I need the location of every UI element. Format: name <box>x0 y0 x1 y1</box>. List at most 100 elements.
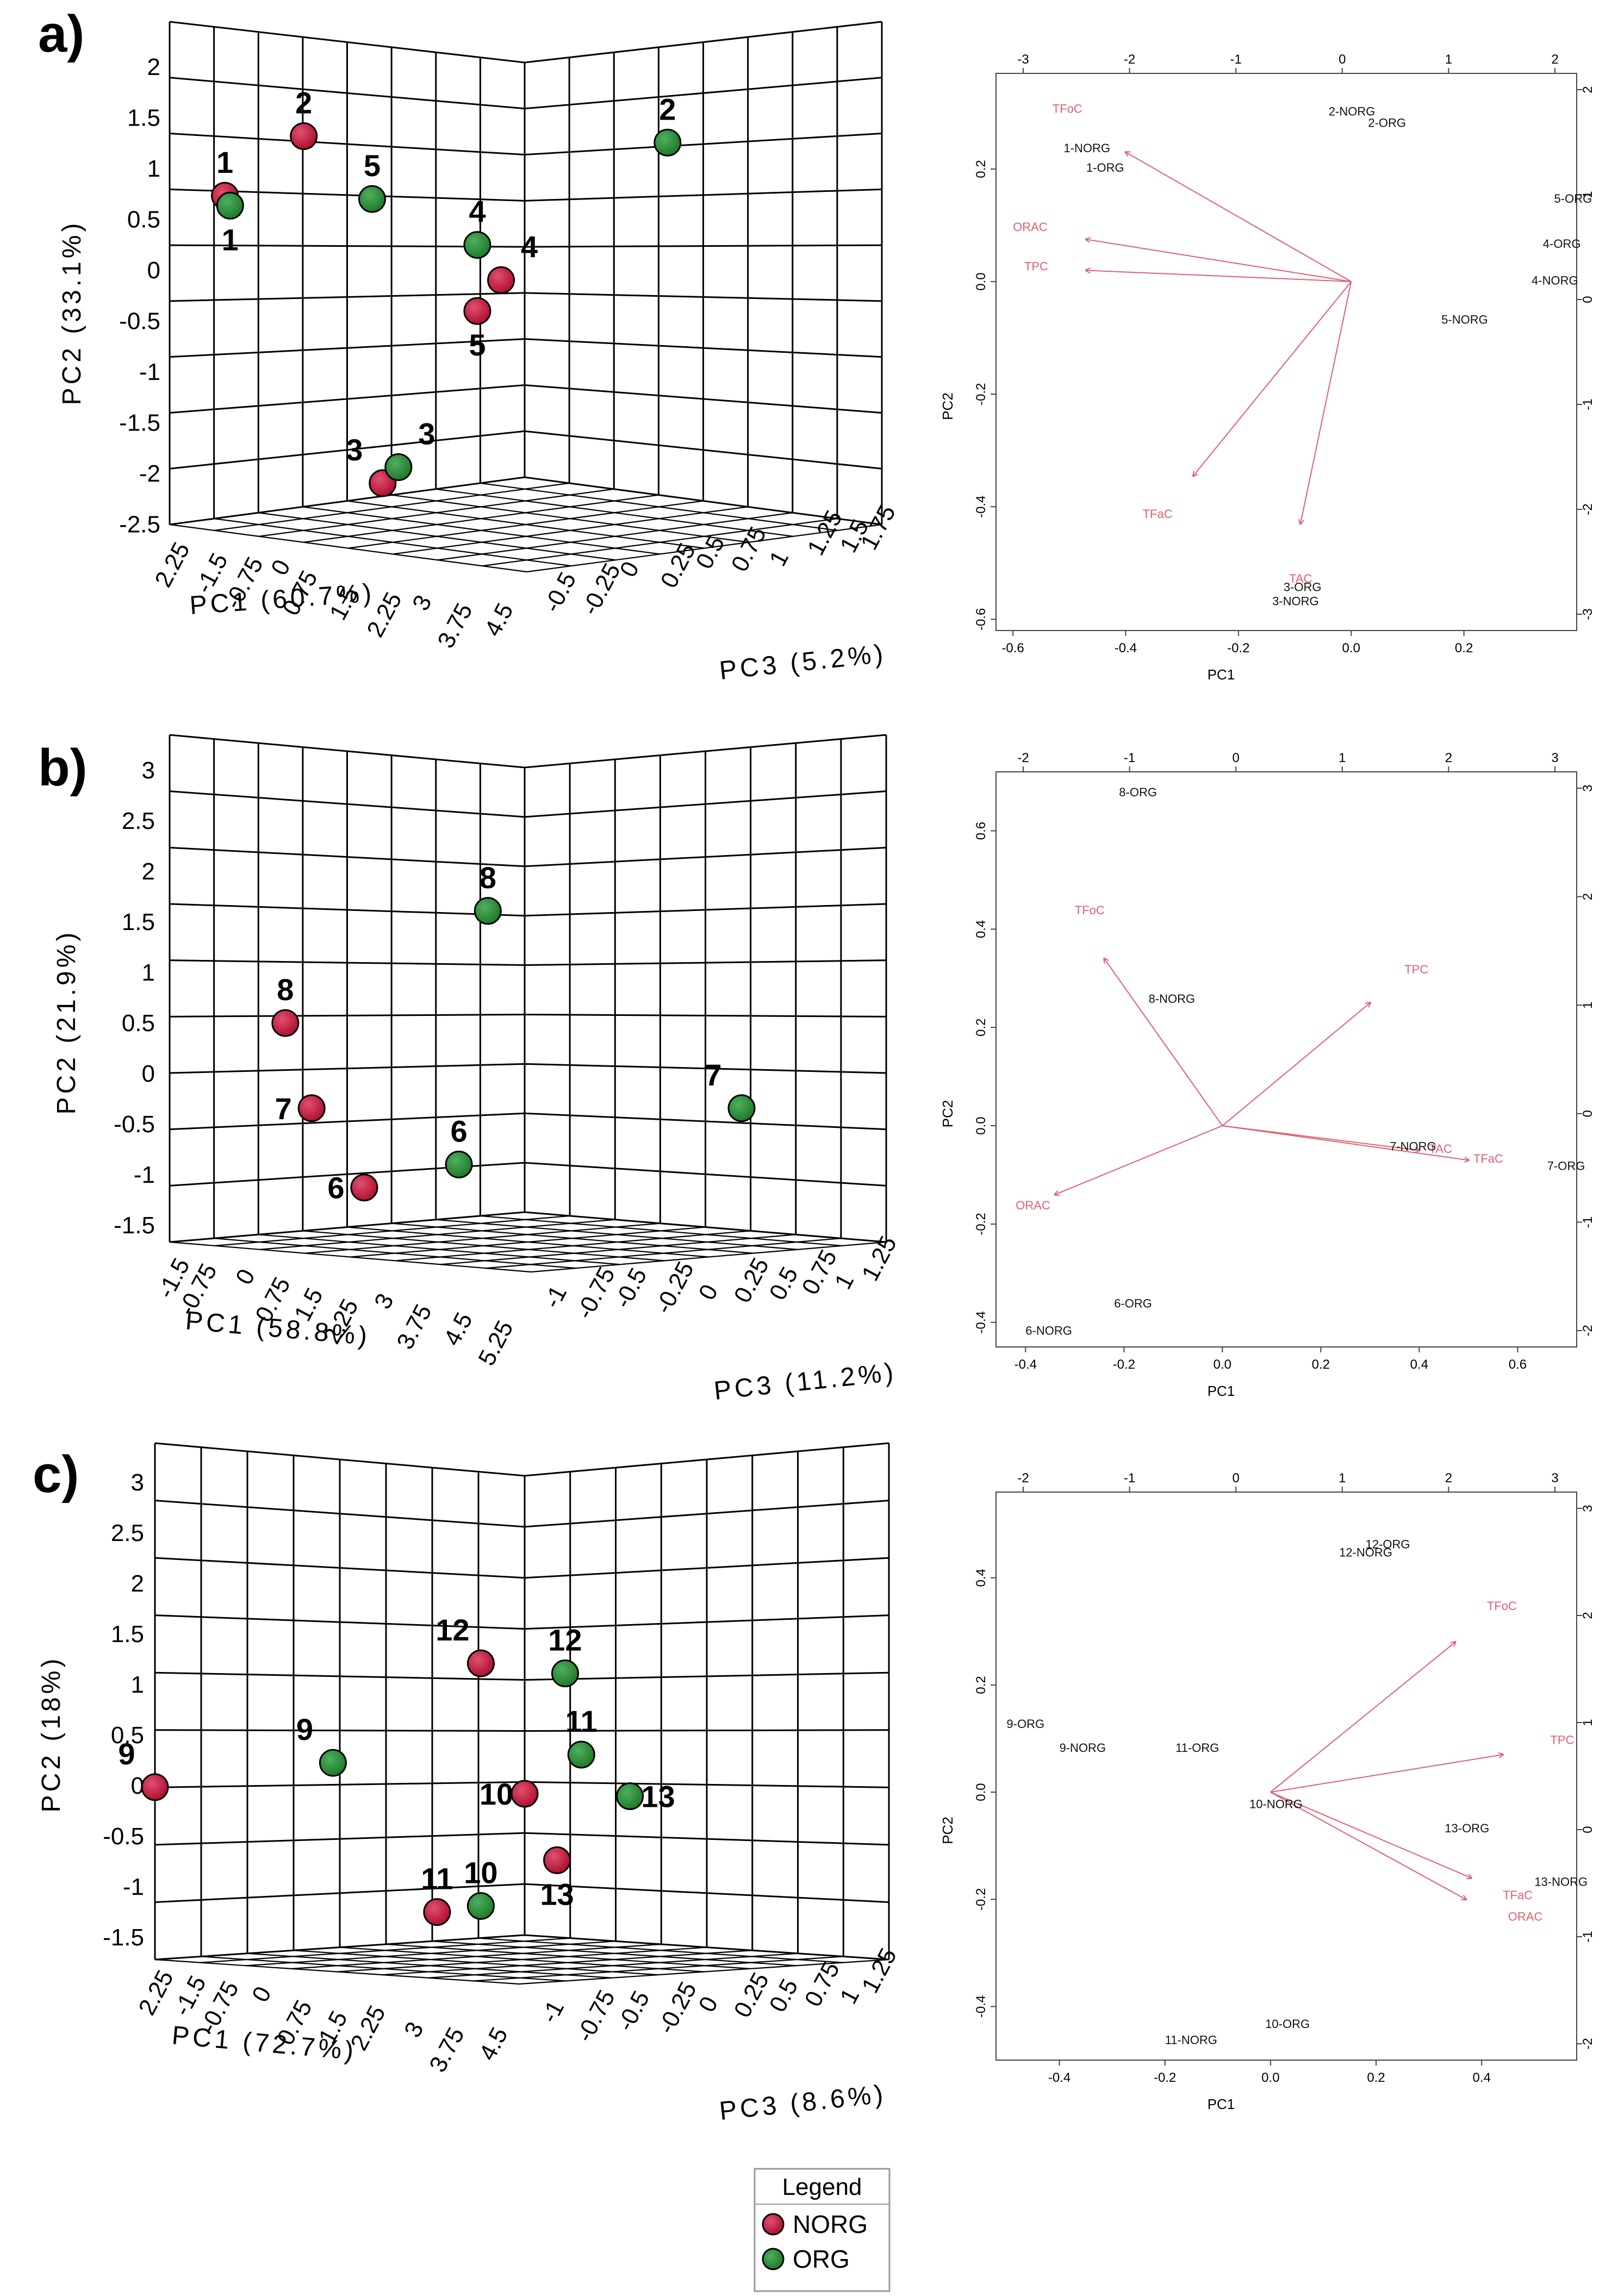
x-tick-label: 0.2 <box>1455 641 1473 656</box>
x-tick-label: 0.6 <box>1509 1357 1527 1372</box>
legend-title: Legend <box>782 2174 862 2200</box>
floor-line <box>395 1230 751 1262</box>
grid-row <box>169 188 882 202</box>
point-label: 6 <box>450 1114 467 1148</box>
x-tick-label: -0.2 <box>1154 2070 1176 2085</box>
pca3d-panel: b) 32.521.510.50-0.5-1-1.5-1.5-0.75 00.751… <box>38 734 902 1406</box>
pc3-axis-title: PC3 (11.2%) <box>713 1358 898 1406</box>
pc2-tick-label: 1 <box>131 1671 144 1698</box>
pc1-tick-label: 4.5 <box>480 599 519 641</box>
pc2-tick-label: -1 <box>123 1874 144 1900</box>
grid-row <box>169 133 882 156</box>
pc1-tick-label: 4.5 <box>439 1308 478 1350</box>
data-point-org <box>567 1740 595 1769</box>
right-tick-label: 1 <box>1580 1002 1595 1009</box>
data-points: 9 9 10 10 11 11 12 12 13 13 <box>118 1613 675 1926</box>
observation-label: 7-ORG <box>1547 1159 1585 1172</box>
legend-entry-label: ORG <box>793 2245 850 2273</box>
point-label: 2 <box>659 92 676 126</box>
data-point-org <box>319 1749 347 1777</box>
variable-label: TFoC <box>1075 903 1105 917</box>
pc2-tick-label: 1.5 <box>122 909 155 935</box>
grid-3d <box>169 21 883 526</box>
point-label: 3 <box>346 433 363 467</box>
top-tick-label: 2 <box>1445 751 1452 765</box>
pc2-tick-label: 3 <box>131 1469 144 1496</box>
top-tick-label: 2 <box>1445 1471 1452 1486</box>
panel-label: b) <box>38 739 88 797</box>
observation-label: 1-ORG <box>1086 161 1124 174</box>
variable-label: TFoC <box>1487 1599 1517 1613</box>
grid-3d <box>154 1442 890 1961</box>
top-tick-label: -1 <box>1124 751 1135 765</box>
floor-line <box>215 1215 570 1246</box>
top-tick-label: 0 <box>1339 52 1346 67</box>
point-label: 11 <box>565 1704 598 1738</box>
data-points: 1 1 2 2 3 3 4 4 5 5 <box>211 85 682 497</box>
pc2-tick-label: 0 <box>142 1060 155 1087</box>
floor-line <box>214 482 570 531</box>
right-tick-label: 0 <box>1580 1110 1595 1117</box>
biplot-frame <box>995 73 1577 631</box>
pc1-tick-label: 4.5 <box>474 2023 513 2065</box>
floor-line <box>526 523 882 573</box>
grid-row <box>154 1671 889 1681</box>
pc3-tick-label: 0.75 <box>726 522 771 576</box>
data-point-org <box>474 897 502 925</box>
observation-label: 3-NORG <box>1272 594 1319 608</box>
variable-label: TFoC <box>1053 102 1082 115</box>
grid-row <box>154 1614 889 1630</box>
panel-label: a) <box>38 5 84 63</box>
biplot-x-title: PC1 <box>1208 666 1235 683</box>
observation-label: 1-NORG <box>1063 141 1110 155</box>
variable-label: TAC <box>1289 572 1312 585</box>
right-tick-label: -1 <box>1580 1931 1595 1942</box>
data-point-norg <box>350 1174 378 1202</box>
pc2-axis-title: PC2 (21.9%) <box>52 929 81 1115</box>
top-tick-label: 2 <box>1551 52 1558 67</box>
floor-line <box>440 1234 796 1265</box>
right-tick-label: -2 <box>1580 2038 1595 2049</box>
data-point-norg <box>463 297 491 325</box>
y-tick-label: 0.2 <box>974 1676 988 1694</box>
data-point-norg <box>297 1094 326 1122</box>
point-label: 1 <box>216 145 233 179</box>
y-tick-label: 0.2 <box>974 1019 988 1037</box>
floor-line <box>437 512 793 561</box>
variable-label: TAC <box>1429 1142 1452 1156</box>
floor-line <box>169 1211 525 1243</box>
floor-line <box>200 1937 570 1963</box>
pc2-axis-title: PC2 (33.1%) <box>58 220 86 405</box>
observation-label: 11-NORG <box>1165 2033 1217 2047</box>
right-tick-label: -2 <box>1580 503 1595 515</box>
top-tick-label: -3 <box>1017 52 1029 67</box>
biplot-frame <box>995 1492 1577 2061</box>
observation-label: 9-NORG <box>1060 1741 1106 1755</box>
loading-arrow <box>1300 281 1352 523</box>
y-tick-label: 0.0 <box>974 272 988 290</box>
pc2-tick-label: 1.5 <box>111 1621 144 1648</box>
pc2-tick-label: -0.5 <box>119 308 160 335</box>
data-point-org <box>358 185 386 213</box>
variable-label: TFaC <box>1503 1888 1533 1902</box>
variable-label: TPC <box>1024 259 1048 273</box>
panel-label: c) <box>33 1445 79 1503</box>
right-tick-label: 3 <box>1580 1505 1595 1512</box>
loading-arrow <box>1222 1125 1468 1160</box>
right-tick-label: 2 <box>1580 1612 1595 1619</box>
point-label: 3 <box>418 416 435 451</box>
x-tick-label: 0.2 <box>1367 2070 1385 2085</box>
pc1-tick-label: 5.25 <box>473 1317 518 1370</box>
observation-label: 4-ORG <box>1543 237 1581 251</box>
grid-row <box>169 430 882 470</box>
pca3d-panel: c) 32.521.510.50-0.5-1-1.52.25-1.5-0.75 00… <box>33 1442 902 2126</box>
pc2-tick-label: -1.5 <box>103 1924 144 1951</box>
pc1-tick-label: 3 <box>369 1289 399 1314</box>
x-tick-label: 0.0 <box>1214 1357 1231 1372</box>
x-tick-label: -0.4 <box>1115 641 1137 656</box>
floor-line <box>260 1219 615 1250</box>
pc3-tick-label: -1 <box>536 1996 570 2027</box>
biplot-y-title: PC2 <box>939 1100 956 1128</box>
x-tick-label: 0.0 <box>1261 2070 1279 2085</box>
